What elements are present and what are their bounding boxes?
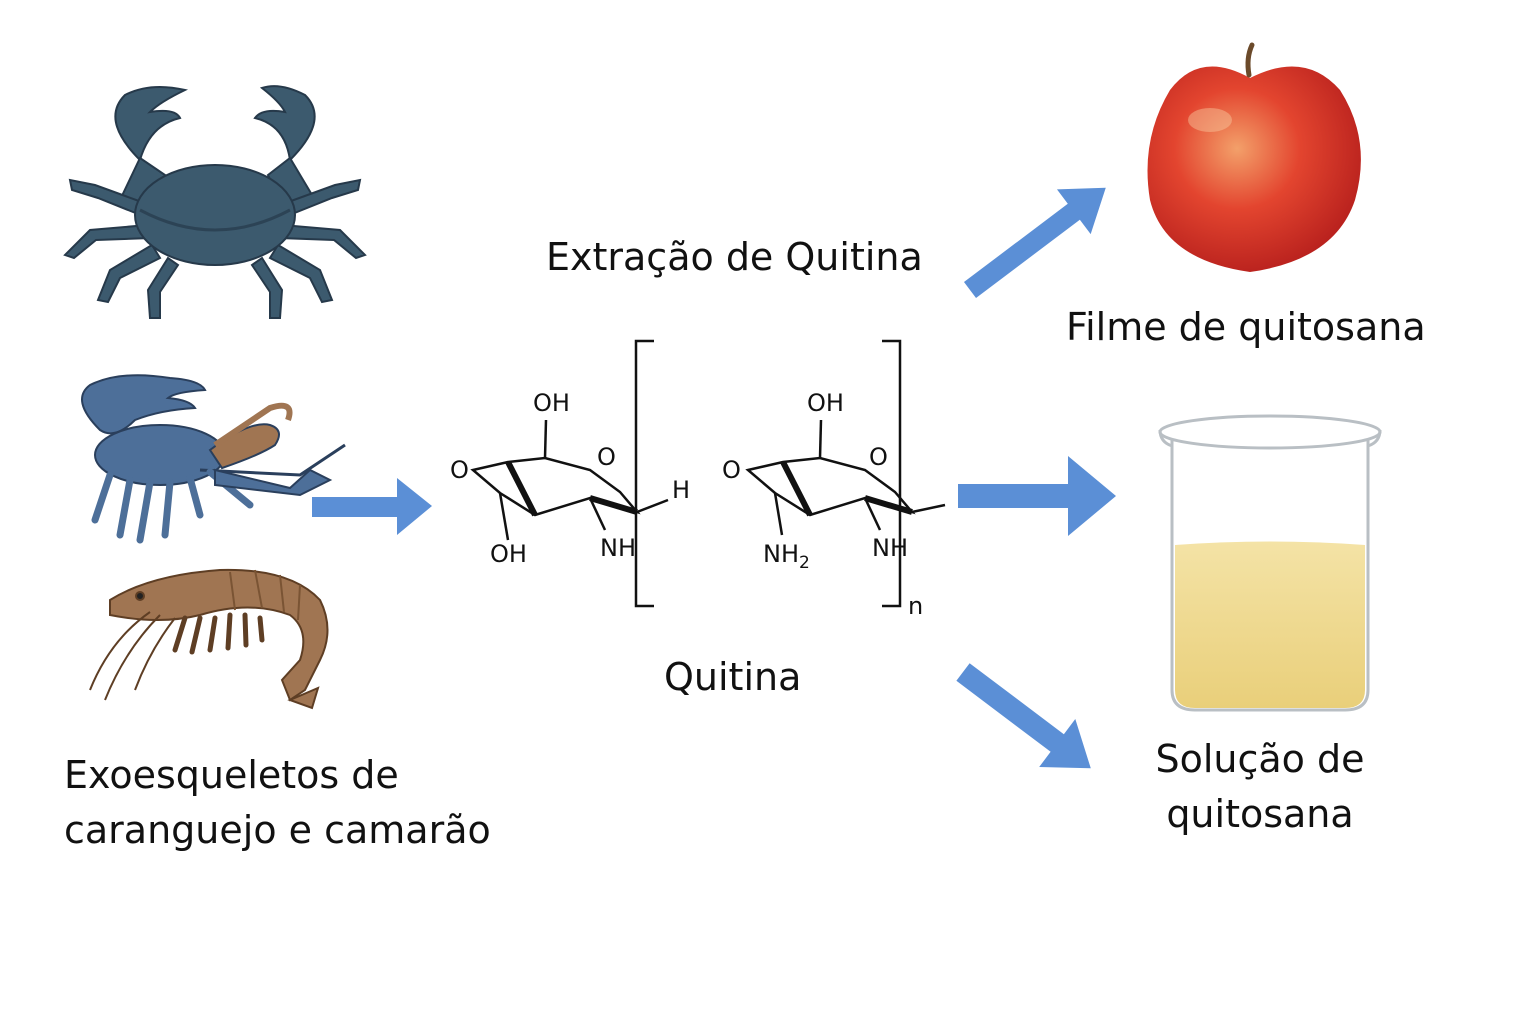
arrow-to-solution	[956, 663, 1091, 769]
film-label: Filme de quitosana	[1066, 305, 1426, 349]
arrow-to-chitin	[312, 478, 432, 535]
nh2-label: NH2	[763, 540, 810, 573]
nh2-subscript: 2	[799, 553, 810, 573]
o-ring-label: O	[869, 443, 888, 471]
repeat-n-label: n	[908, 592, 923, 620]
o-label: O	[450, 456, 469, 484]
nh-label: NH	[600, 534, 636, 562]
exoskeleton-label-line1: Exoesqueletos de	[64, 753, 399, 797]
chitin-structure	[470, 339, 946, 608]
chitin-label: Quitina	[664, 655, 802, 699]
h-label: H	[672, 476, 690, 504]
oh-label: OH	[490, 540, 527, 568]
extraction-label: Extração de Quitina	[546, 235, 923, 279]
exoskeleton-label-line2: caranguejo e camarão	[64, 808, 491, 853]
nh-label: NH	[872, 534, 908, 562]
arrow-to-film	[963, 187, 1106, 298]
crayfish-icon	[81, 374, 346, 544]
oh-label: OH	[807, 389, 844, 417]
solution-label-line2: quitosana	[1166, 792, 1354, 837]
o-label: O	[722, 456, 741, 484]
o-ring-label: O	[597, 443, 616, 471]
arrow-to-beaker	[958, 456, 1116, 536]
exoskeleton-label: Exoesqueletos de caranguejo e camarão	[64, 748, 491, 858]
beaker-icon	[1158, 414, 1382, 712]
oh-label: OH	[533, 389, 570, 417]
crab-icon	[63, 85, 367, 319]
solution-label-line1: Solução de	[1155, 737, 1365, 781]
shrimp-icon	[89, 568, 329, 710]
solution-label: Solução de quitosana	[1110, 732, 1410, 842]
apple-icon	[1147, 42, 1361, 273]
